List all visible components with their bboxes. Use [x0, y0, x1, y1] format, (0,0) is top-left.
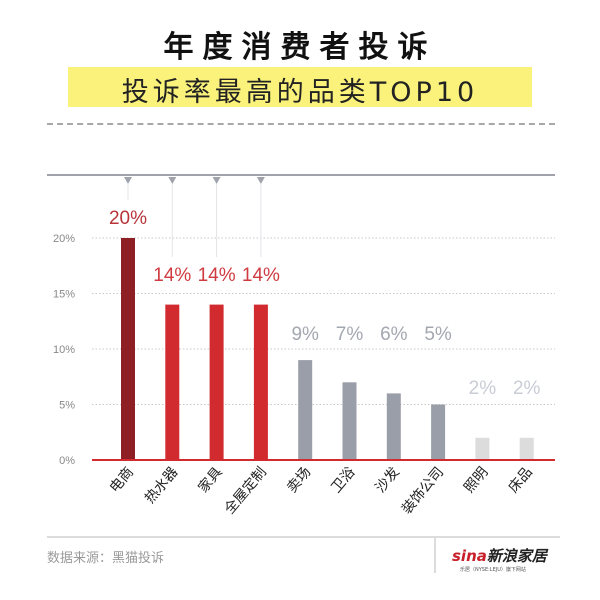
data-source: 数据来源：黑猫投诉: [47, 551, 165, 566]
logo-brand: sina: [452, 547, 487, 565]
x-tick-label: 卫浴: [328, 464, 358, 496]
header-divider: [47, 123, 555, 125]
y-tick-label: 20%: [53, 233, 75, 245]
data-label: 20%: [109, 208, 147, 229]
y-tick-label: 5%: [59, 400, 75, 412]
pointer-marker: [212, 177, 221, 184]
bar: [431, 404, 446, 460]
data-label: 14%: [153, 265, 191, 286]
subtitle-highlight: [68, 67, 532, 107]
x-tick-label: 沙发: [373, 464, 403, 496]
x-tick-label: 全屋定制: [221, 464, 270, 518]
bar: [519, 437, 534, 460]
x-tick-label: 电商: [107, 464, 137, 496]
data-label: 9%: [291, 324, 319, 345]
bar: [386, 393, 401, 460]
bar: [165, 304, 180, 460]
bar: [121, 238, 135, 460]
y-tick-label: 15%: [53, 289, 75, 301]
x-tick-label: 卖场: [284, 464, 314, 496]
sina-logo: sina新浪家居: [452, 545, 547, 566]
data-label: 2%: [513, 378, 541, 399]
bar: [209, 304, 224, 460]
bar: [342, 382, 357, 460]
data-label: 5%: [424, 324, 452, 345]
y-tick-label: 0%: [59, 455, 75, 467]
data-label: 6%: [380, 324, 408, 345]
x-tick-label: 床品: [506, 464, 536, 496]
data-label: 7%: [336, 324, 364, 345]
data-label: 14%: [198, 265, 236, 286]
logo-text: 新浪家居: [486, 547, 547, 565]
x-tick-label: 装饰公司: [399, 464, 447, 517]
x-tick-label: 热水器: [142, 464, 181, 506]
data-label: 2%: [469, 378, 497, 399]
logo-subtitle: 乐居（NYSE:LEJU）旗下网站: [460, 567, 526, 573]
chart-title: 年度消费者投诉: [163, 30, 437, 65]
y-tick-label: 10%: [53, 344, 75, 356]
x-tick-label: 照明: [461, 464, 491, 496]
pointer-marker: [168, 177, 177, 184]
bar: [475, 437, 490, 460]
pointer-marker: [256, 177, 265, 184]
bar: [253, 304, 268, 460]
chart-subtitle: 投诉率最高的品类TOP10: [121, 77, 479, 108]
x-tick-label: 家具: [195, 464, 226, 496]
data-label: 14%: [242, 265, 280, 286]
pointer-marker: [124, 177, 132, 184]
bar: [298, 360, 313, 460]
